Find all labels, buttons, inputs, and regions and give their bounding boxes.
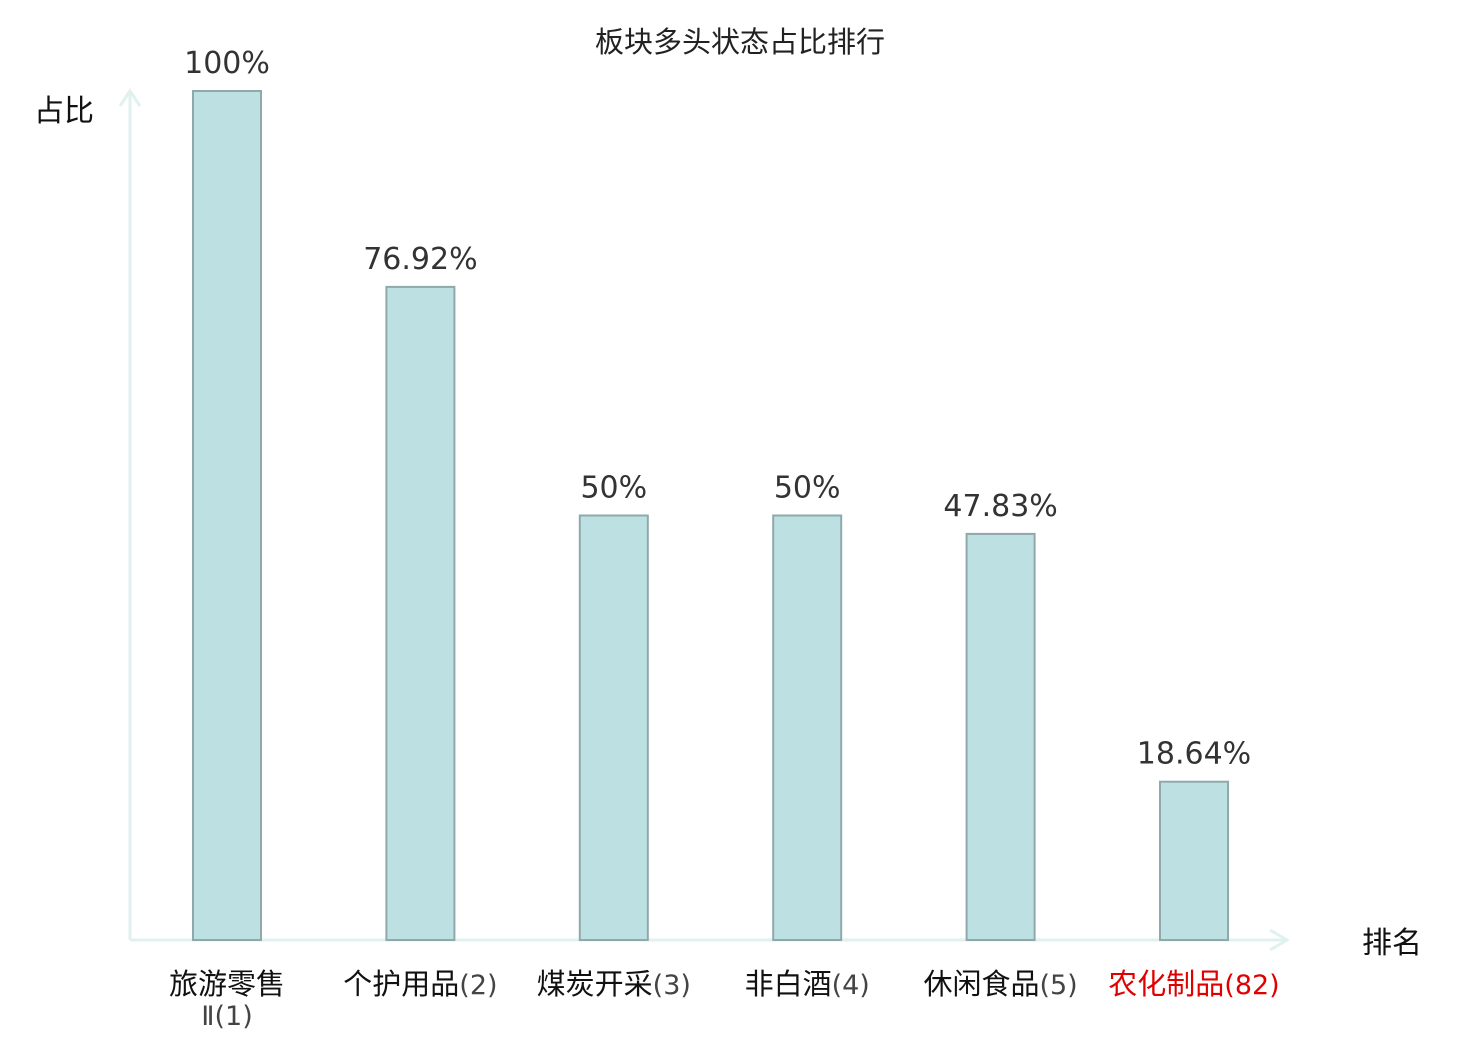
x-axis-label: 排名 <box>1362 926 1422 961</box>
category-name: 煤炭开采 <box>537 967 653 1001</box>
category-name: 休闲食品 <box>923 967 1039 1001</box>
category-name: 个护用品 <box>343 967 459 1001</box>
bar-4 <box>772 514 843 941</box>
bar-2 <box>385 285 456 941</box>
value-label-3: 50% <box>580 471 647 506</box>
bar-3 <box>578 514 649 941</box>
category-rank: (3) <box>653 970 691 1001</box>
y-axis: 占比 <box>34 88 142 940</box>
category-label-5: 休闲食品(5) <box>923 967 1077 1001</box>
y-axis-label: 占比 <box>34 94 94 129</box>
bar-1 <box>192 90 262 941</box>
category-rank: (1) <box>215 1001 253 1032</box>
category-label-2: 个护用品(2) <box>343 967 497 1001</box>
value-label-1: 100% <box>184 46 270 81</box>
category-name: 非白酒 <box>745 967 832 1001</box>
category-rank: (4) <box>832 970 870 1001</box>
category-label-1-line2: Ⅱ(1) <box>201 1001 253 1032</box>
category-name: 旅游零售 <box>169 967 285 1001</box>
category-label-4: 非白酒(4) <box>745 967 870 1001</box>
chart-title: 板块多头状态占比排行 <box>595 25 885 59</box>
category-label-1: 旅游零售 <box>169 967 285 1001</box>
category-name-suffix: Ⅱ <box>201 1001 214 1032</box>
bar-6 <box>1159 780 1229 942</box>
x-axis: 排名 <box>130 926 1422 961</box>
category-rank: (82) <box>1224 970 1279 1001</box>
bars-group <box>192 90 1229 942</box>
category-label-3: 煤炭开采(3) <box>537 967 691 1001</box>
value-label-5: 47.83% <box>943 489 1057 524</box>
category-rank: (2) <box>459 970 497 1001</box>
bar-5 <box>965 532 1036 942</box>
category-rank: (5) <box>1039 970 1077 1001</box>
category-name: 农化制品 <box>1108 967 1224 1001</box>
value-label-4: 50% <box>774 471 841 506</box>
value-label-2: 76.92% <box>363 242 477 277</box>
value-label-6: 18.64% <box>1137 737 1251 772</box>
x-axis-arrow-icon <box>1269 928 1290 952</box>
value-labels-group: 100% 76.92% 50% 50% 47.83% 18.64% <box>184 46 1251 772</box>
y-axis-arrow-icon <box>118 88 142 107</box>
category-label-6: 农化制品(82) <box>1108 967 1279 1001</box>
